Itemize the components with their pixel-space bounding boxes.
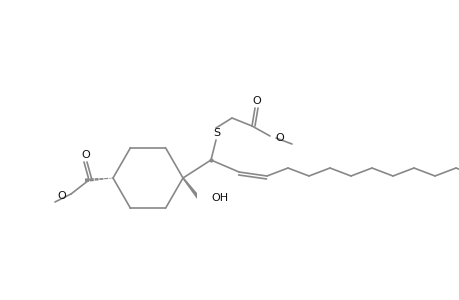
Text: O: O — [274, 133, 283, 143]
Polygon shape — [183, 176, 196, 199]
Text: O: O — [81, 150, 90, 160]
Text: OH: OH — [211, 193, 228, 203]
Text: S: S — [213, 128, 220, 138]
Text: O: O — [252, 96, 260, 106]
Text: O: O — [57, 191, 66, 201]
